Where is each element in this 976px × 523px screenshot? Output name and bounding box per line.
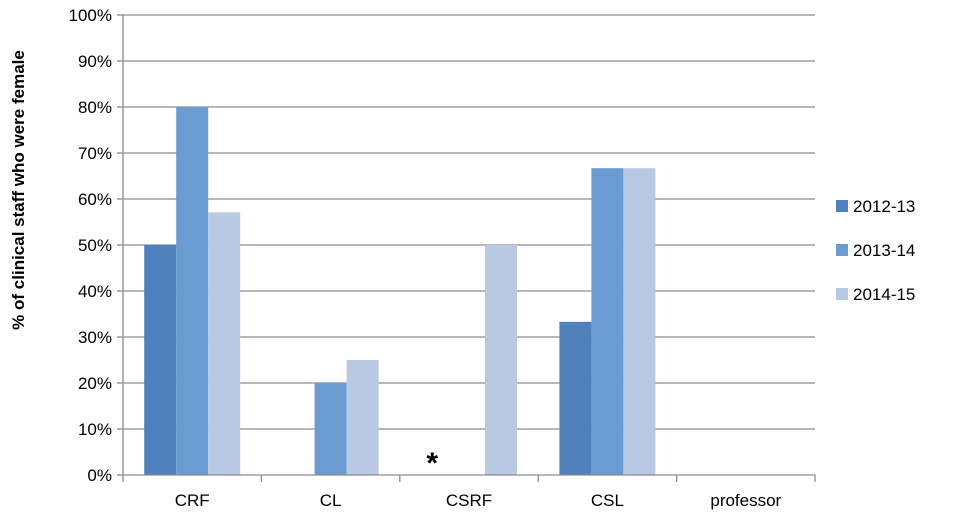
y-tick-label: 90% — [78, 52, 112, 71]
bar-2013-14-CRF — [176, 107, 209, 475]
bar-2014-15-CRF — [208, 212, 241, 475]
bar-2013-14-CSL — [591, 168, 624, 475]
x-tick-label: CL — [320, 491, 342, 510]
x-tick-label: professor — [710, 491, 781, 510]
y-tick-label: 30% — [78, 328, 112, 347]
legend-label: 2012-13 — [853, 197, 915, 216]
y-tick-label: 0% — [87, 466, 112, 485]
x-tick-label: CSRF — [446, 491, 492, 510]
asterisk-annotation: * — [426, 447, 438, 480]
y-tick-label: 20% — [78, 374, 112, 393]
bars — [144, 107, 656, 475]
x-tick-label: CRF — [175, 491, 210, 510]
y-tick-label: 80% — [78, 98, 112, 117]
legend: 2012-13 2013-14 2014-15 — [836, 197, 915, 304]
legend-label: 2014-15 — [853, 285, 915, 304]
bar-2012-13-CSL — [559, 321, 592, 475]
legend-swatch — [836, 288, 848, 300]
y-axis-label: % of clinical staff who were female — [9, 50, 28, 330]
annotations: * — [426, 447, 438, 480]
y-tick-label: 100% — [69, 6, 112, 25]
y-tick-label: 70% — [78, 144, 112, 163]
legend-label: 2013-14 — [853, 241, 915, 260]
bar-2012-13-CRF — [144, 245, 177, 475]
y-tick-label: 40% — [78, 282, 112, 301]
bar-2013-14-CL — [314, 383, 347, 475]
y-tick-label: 50% — [78, 236, 112, 255]
bar-2014-15-CSL — [623, 168, 656, 475]
x-tick-labels: CRF CL CSRF CSL professor — [175, 491, 782, 510]
axes — [122, 15, 816, 482]
bar-2014-15-CL — [346, 360, 379, 475]
y-tick-label: 60% — [78, 190, 112, 209]
y-tick-labels: 0% 10% 20% 30% 40% 50% 60% 70% 80% 90% 100% — [69, 6, 112, 485]
legend-swatch — [836, 244, 848, 256]
y-tick-label: 10% — [78, 420, 112, 439]
bar-2014-15-CSRF — [485, 245, 517, 475]
x-tick-label: CSL — [591, 491, 624, 510]
legend-swatch — [836, 200, 848, 212]
